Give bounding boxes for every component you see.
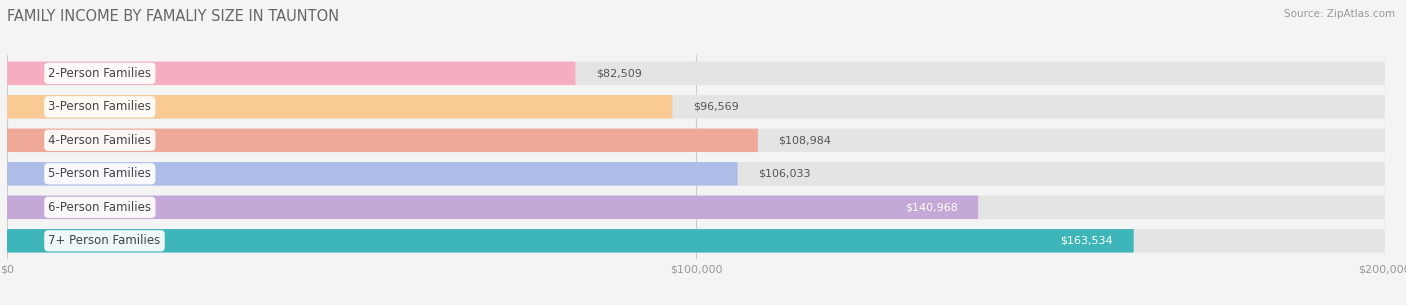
- FancyBboxPatch shape: [7, 229, 1385, 253]
- Text: $106,033: $106,033: [758, 169, 811, 179]
- Text: FAMILY INCOME BY FAMALIY SIZE IN TAUNTON: FAMILY INCOME BY FAMALIY SIZE IN TAUNTON: [7, 9, 339, 24]
- FancyBboxPatch shape: [7, 196, 979, 219]
- Text: $82,509: $82,509: [596, 68, 643, 78]
- Text: 2-Person Families: 2-Person Families: [48, 67, 152, 80]
- FancyBboxPatch shape: [7, 229, 1133, 253]
- FancyBboxPatch shape: [7, 129, 1385, 152]
- Text: 4-Person Families: 4-Person Families: [48, 134, 152, 147]
- Text: 3-Person Families: 3-Person Families: [48, 100, 152, 113]
- Text: $163,534: $163,534: [1060, 236, 1114, 246]
- FancyBboxPatch shape: [7, 95, 1385, 119]
- Text: Source: ZipAtlas.com: Source: ZipAtlas.com: [1284, 9, 1395, 19]
- Text: $108,984: $108,984: [779, 135, 831, 145]
- Text: 5-Person Families: 5-Person Families: [48, 167, 152, 180]
- FancyBboxPatch shape: [7, 62, 575, 85]
- FancyBboxPatch shape: [7, 129, 758, 152]
- FancyBboxPatch shape: [7, 196, 1385, 219]
- FancyBboxPatch shape: [7, 162, 738, 185]
- FancyBboxPatch shape: [7, 62, 1385, 85]
- Text: 6-Person Families: 6-Person Families: [48, 201, 152, 214]
- Text: 7+ Person Families: 7+ Person Families: [48, 234, 160, 247]
- FancyBboxPatch shape: [7, 95, 672, 119]
- FancyBboxPatch shape: [7, 162, 1385, 185]
- Text: $96,569: $96,569: [693, 102, 738, 112]
- Text: $140,968: $140,968: [904, 202, 957, 212]
